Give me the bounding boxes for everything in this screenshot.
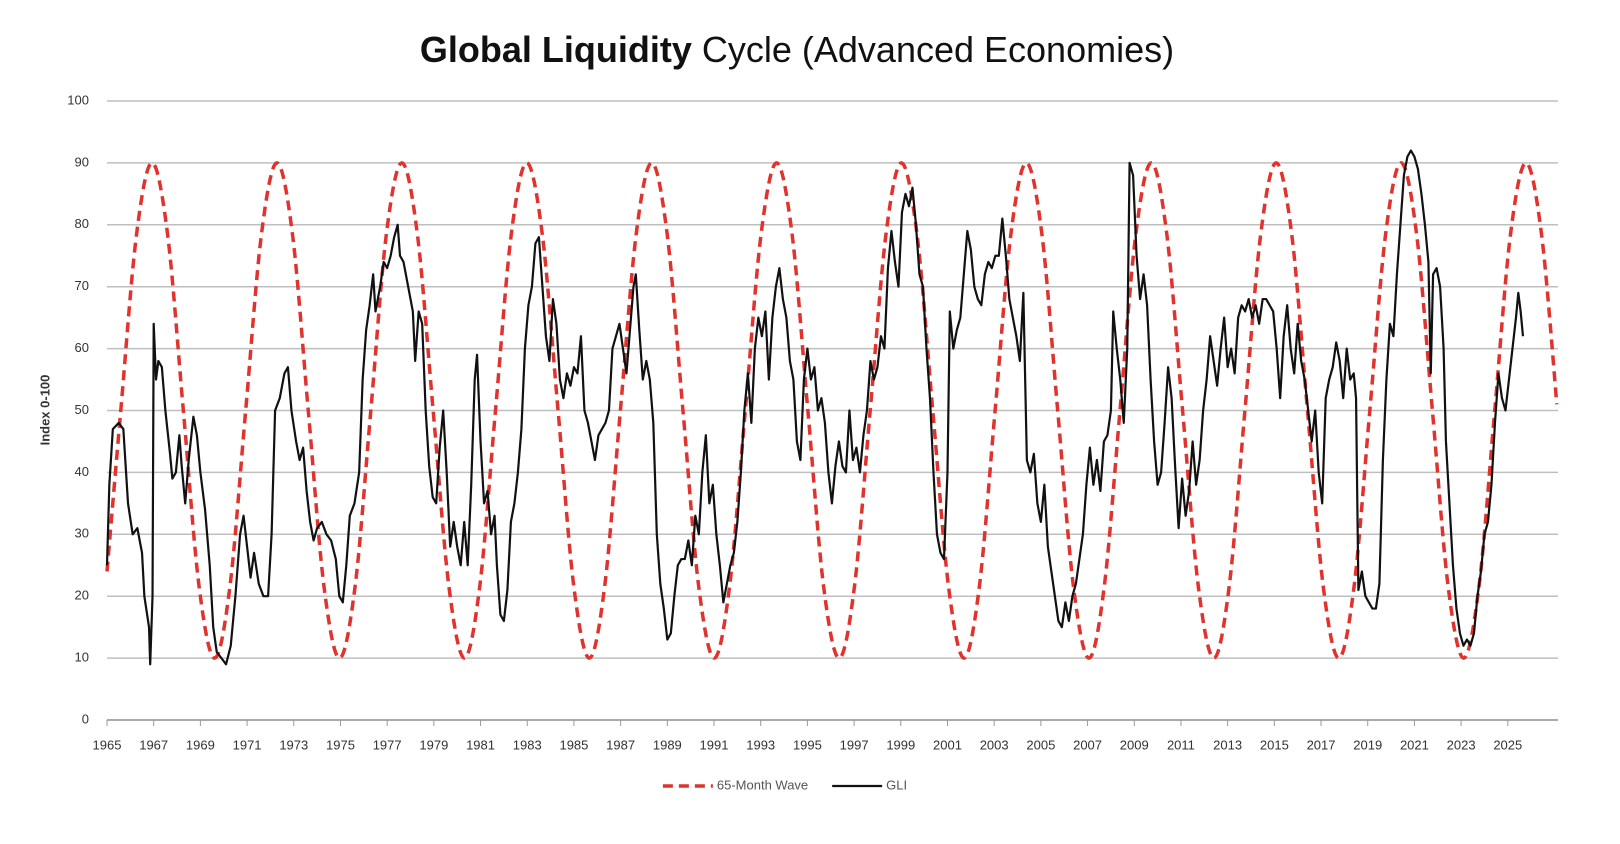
x-tick-label: 1973 — [279, 737, 308, 752]
x-tick-label: 2021 — [1400, 737, 1429, 752]
legend: 65-Month Wave GLI — [662, 777, 907, 792]
x-tick-label: 1999 — [886, 737, 915, 752]
y-tick-label: 30 — [75, 526, 89, 541]
y-tick-label: 10 — [75, 650, 89, 665]
x-tick-label: 1991 — [700, 737, 729, 752]
y-tick-label: 80 — [75, 216, 89, 231]
x-tick-label: 1983 — [513, 737, 542, 752]
y-tick-label: 20 — [75, 588, 89, 603]
x-tick-label: 2023 — [1447, 737, 1476, 752]
x-tick-label: 2025 — [1493, 737, 1522, 752]
x-tick-label: 1979 — [419, 737, 448, 752]
x-tick-label: 1987 — [606, 737, 635, 752]
series-line — [105, 161, 1559, 660]
x-tick-label: 1985 — [559, 737, 588, 752]
y-tick-label: 60 — [75, 340, 89, 355]
x-tick-label: 2001 — [933, 737, 962, 752]
x-tick-label: 1989 — [653, 737, 682, 752]
x-tick-label: 1969 — [186, 737, 215, 752]
lines — [105, 149, 1559, 666]
legend-label: 65-Month Wave — [717, 777, 808, 792]
legend-item: GLI — [832, 777, 907, 792]
x-tick-label: 1975 — [326, 737, 355, 752]
chart-title: Global Liquidity Cycle (Advanced Economie… — [420, 29, 1174, 70]
x-tick-label: 1971 — [233, 737, 262, 752]
x-tick-label: 2013 — [1213, 737, 1242, 752]
x-tick-label: 1995 — [793, 737, 822, 752]
y-tick-label: 50 — [75, 402, 89, 417]
x-tick-label: 1981 — [466, 737, 495, 752]
x-tick-label: 2015 — [1260, 737, 1289, 752]
grid: 0 10 20 30 40 50 60 70 80 90 100 1965 1967 1969 1971 19… — [67, 92, 1558, 752]
y-tick-label: 90 — [75, 154, 89, 169]
x-tick-label: 2011 — [1167, 737, 1195, 752]
x-tick-label: 1997 — [840, 737, 869, 752]
legend-label: GLI — [886, 777, 907, 792]
title-bold: Global Liquidity — [420, 29, 692, 70]
y-tick-label: 40 — [75, 464, 89, 479]
y-tick-label: 100 — [67, 92, 89, 107]
x-tick-label: 1965 — [93, 737, 122, 752]
x-tick-label: 1977 — [373, 737, 402, 752]
y-tick-label: 70 — [75, 278, 89, 293]
title-rest: Cycle (Advanced Economies) — [702, 29, 1174, 70]
y-tick-label: 0 — [82, 711, 89, 726]
x-tick-label: 2003 — [980, 737, 1009, 752]
x-tick-label: 1967 — [139, 737, 168, 752]
x-tick-label: 2017 — [1307, 737, 1336, 752]
series-line — [105, 149, 1525, 666]
legend-item: 65-Month Wave — [662, 777, 808, 792]
x-tick-label: 1993 — [746, 737, 775, 752]
x-tick-label: 2005 — [1026, 737, 1055, 752]
x-tick-label: 2019 — [1353, 737, 1382, 752]
x-tick-label: 2009 — [1120, 737, 1149, 752]
x-tick-label: 2007 — [1073, 737, 1102, 752]
y-axis-label: Index 0-100 — [37, 375, 52, 446]
